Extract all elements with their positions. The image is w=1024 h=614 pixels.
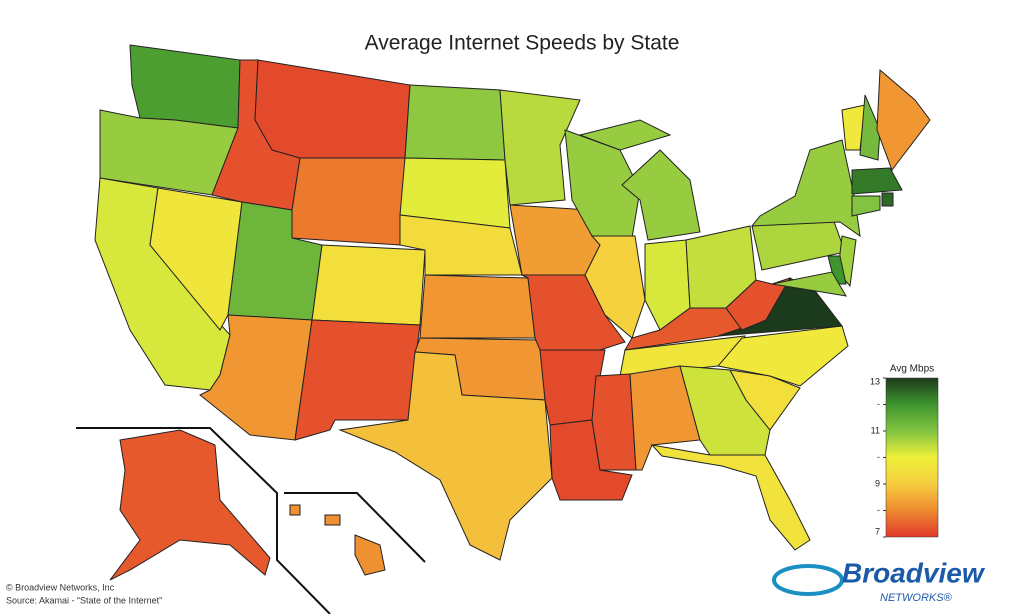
- state: [149, 187, 243, 331]
- map-title: Average Internet Speeds by State: [365, 32, 680, 55]
- state: [578, 119, 701, 241]
- state: [591, 373, 637, 471]
- legend-tick-label: -: [877, 452, 880, 462]
- inset-border: [76, 427, 331, 614]
- state: [289, 504, 386, 576]
- state: [404, 84, 506, 161]
- state: [771, 271, 847, 297]
- legend-tick-label: 11: [871, 425, 880, 435]
- state: [294, 319, 421, 441]
- state: [851, 195, 881, 217]
- logo-name: Broadview: [842, 557, 986, 588]
- state: [499, 89, 581, 206]
- legend-tick-label: -: [877, 505, 880, 515]
- legend-title: Avg Mbps: [890, 364, 934, 375]
- state: [419, 274, 536, 339]
- state: [291, 157, 406, 246]
- inset-border: [284, 492, 426, 563]
- legend-tick-label: 9: [875, 478, 880, 488]
- state: [859, 94, 881, 161]
- state: [254, 59, 411, 159]
- source: Source: Akamai - “State of the Internet”: [6, 595, 162, 605]
- legend: 13 - 11 - 9 - 7: [870, 376, 886, 538]
- state: [129, 44, 241, 129]
- legend-tick-label: -: [877, 399, 880, 409]
- state: [584, 235, 646, 339]
- state: [881, 192, 894, 207]
- legend-tick-label: 13: [870, 376, 880, 386]
- state: [750, 139, 861, 238]
- state: [311, 244, 426, 326]
- legend-bar: [885, 377, 939, 538]
- state: [338, 351, 553, 561]
- logo: Broadview NETWORKS®: [772, 557, 986, 604]
- states: [94, 44, 931, 581]
- state: [725, 277, 792, 331]
- logo-swoosh: [772, 564, 844, 596]
- state: [851, 167, 903, 195]
- state: [876, 68, 931, 172]
- logo-sub: NETWORKS®: [880, 592, 953, 604]
- legend-tick-label: 7: [875, 526, 880, 536]
- state: [109, 429, 271, 581]
- state: [650, 444, 811, 551]
- copyright: © Broadview Networks, Inc: [6, 582, 115, 592]
